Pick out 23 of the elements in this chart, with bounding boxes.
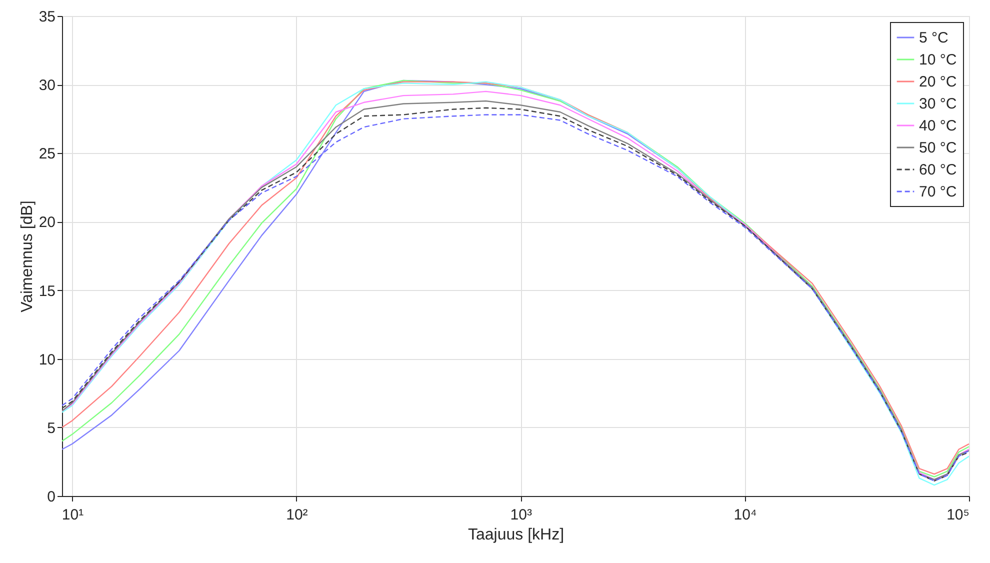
y-tick-label: 10 [38, 351, 56, 368]
y-tick-label: 15 [38, 282, 56, 300]
x-axis-title: Taajuus [kHz] [468, 526, 564, 544]
x-tick-label: 10⁴ [734, 506, 757, 524]
legend-label: 30 °C [919, 96, 957, 112]
x-tick-label: 10² [286, 506, 308, 524]
legend-label: 20 °C [919, 74, 957, 90]
y-tick-label: 25 [38, 146, 56, 163]
legend-label: 10 °C [919, 52, 957, 68]
legend-label: 40 °C [919, 118, 957, 134]
legend-label: 70 °C [919, 184, 957, 200]
legend-label: 50 °C [919, 140, 957, 156]
x-tick-label: 10¹ [62, 506, 84, 524]
y-tick-label: 0 [47, 488, 56, 506]
y-tick-label: 35 [38, 8, 56, 26]
y-tick-label: 30 [38, 77, 56, 94]
y-tick-label: 20 [38, 214, 56, 232]
y-tick-label: 5 [47, 420, 56, 437]
x-tick-label: 10⁵ [946, 506, 970, 524]
legend-label: 5 °C [919, 30, 949, 46]
legend-label: 60 °C [919, 162, 957, 178]
x-tick-label: 10³ [510, 506, 532, 524]
y-axis-title: Vaimennus [dB] [18, 200, 36, 312]
